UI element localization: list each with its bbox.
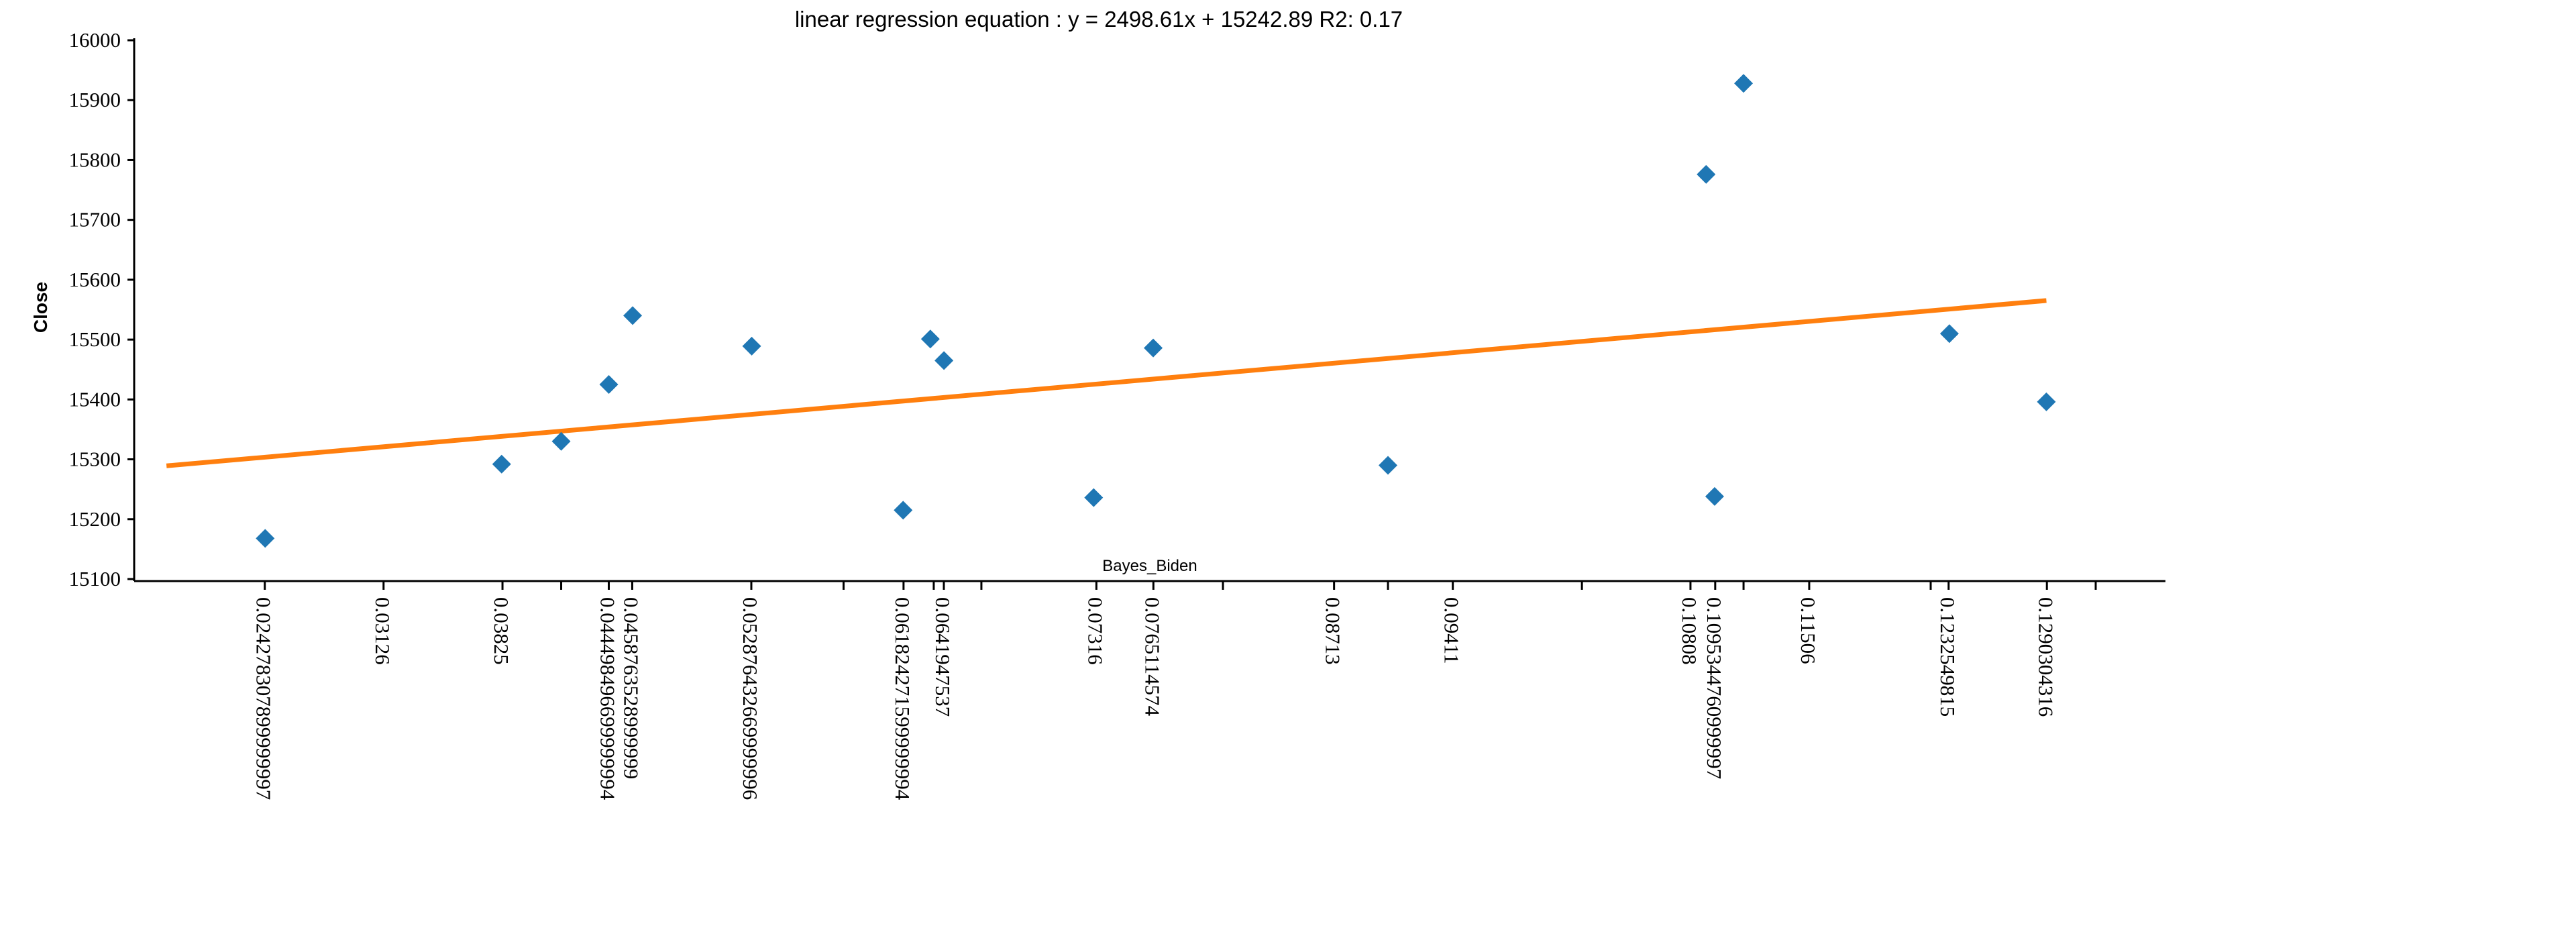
axes (133, 38, 2165, 582)
x-tick-label: 0.10808 (1678, 597, 1701, 665)
y-tick-label: 15600 (69, 268, 121, 291)
data-point (1144, 338, 1163, 358)
data-point (1084, 488, 1104, 507)
data-point (256, 529, 275, 548)
x-tick-label: 0.07316 (1083, 597, 1107, 665)
data-point (894, 501, 913, 520)
data-point (492, 454, 511, 474)
data-point (1697, 164, 1716, 184)
x-tick-label: 0.08713 (1322, 597, 1345, 665)
data-point (1734, 74, 1754, 93)
y-tick-label: 15200 (69, 507, 121, 531)
regression-line (166, 298, 2047, 468)
x-tick-label: 0.0765114574 (1140, 597, 1164, 717)
x-tick-label: 0.0458763528999999 (619, 597, 643, 779)
y-axis-label: Close (30, 282, 51, 333)
data-point (599, 375, 619, 395)
data-point (742, 336, 761, 356)
y-tick-label: 16000 (69, 28, 121, 52)
y-tick-label: 15700 (69, 208, 121, 231)
x-tick-label: 0.1290304316 (2034, 597, 2057, 717)
data-point (1379, 456, 1398, 475)
x-tick-label: 0.03825 (490, 597, 513, 665)
y-tick-label: 15800 (69, 148, 121, 171)
y-tick-label: 15500 (69, 327, 121, 351)
x-ticks: 0.024278307899999997 0.03126 0.03825 0.0444… (252, 581, 2097, 800)
x-tick-label: 0.052876432669999996 (739, 597, 762, 800)
data-point (934, 351, 954, 370)
chart-title: linear regression equation : y = 2498.61… (795, 7, 1403, 32)
x-tick-label: 0.061824271599999994 (891, 597, 914, 800)
y-tick-label: 15300 (69, 448, 121, 471)
x-tick-label: 0.1095344760999997 (1703, 597, 1726, 779)
x-axis-label: Bayes_Biden (1102, 557, 1197, 575)
x-tick-label: 0.024278307899999997 (252, 597, 276, 800)
data-point (623, 306, 643, 325)
y-tick-label: 15900 (69, 88, 121, 111)
data-point (2037, 392, 2056, 411)
x-tick-label: 0.0641947537 (931, 597, 955, 717)
data-point (551, 431, 571, 451)
data-points (256, 74, 2056, 548)
y-tick-label: 15100 (69, 567, 121, 590)
y-ticks: 15100 15200 15300 15400 15500 15600 15700 15800… (69, 28, 134, 590)
data-point (920, 329, 940, 349)
x-tick-label: 0.1232549815 (1936, 597, 1960, 717)
data-point (1939, 324, 1959, 344)
x-tick-label: 0.044498496699999994 (596, 597, 620, 800)
x-tick-label: 0.11506 (1796, 597, 1820, 664)
data-point (1705, 486, 1724, 506)
y-tick-label: 15400 (69, 387, 121, 411)
x-tick-label: 0.03126 (371, 597, 394, 665)
x-tick-label: 0.09411 (1440, 597, 1464, 664)
